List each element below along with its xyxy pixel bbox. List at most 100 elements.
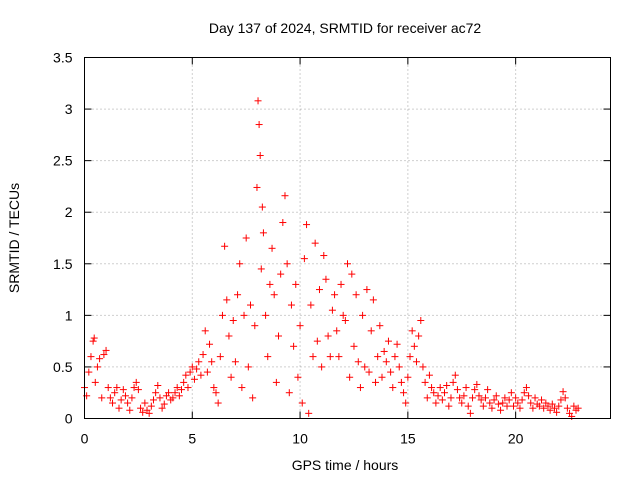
data-point [236,260,244,268]
data-point [432,399,440,407]
data-point [544,402,552,410]
data-point [90,334,98,342]
data-point [546,406,554,414]
data-point [313,337,321,345]
data-point [559,388,567,396]
data-point [126,406,134,414]
data-point [115,404,123,412]
data-point [505,396,513,404]
y-tick-label: 1 [65,307,73,323]
data-point [328,306,336,314]
data-point [557,396,565,404]
data-point [98,394,106,402]
data-point [290,342,298,350]
data-point [315,286,323,294]
data-point [186,368,194,376]
data-point [124,399,132,407]
x-tick-label: 10 [292,431,308,447]
data-point [238,384,246,392]
grid-lines [84,57,611,419]
data-point [216,353,224,361]
y-tick-label: 3.5 [53,50,73,66]
x-tick-label: 5 [188,431,196,447]
data-point [494,400,502,408]
data-point [296,322,304,330]
data-point [518,396,526,404]
data-point [333,327,341,335]
data-point [199,351,207,359]
data-point [214,399,222,407]
data-point [171,389,179,397]
data-point [259,229,267,237]
data-point [456,394,464,402]
y-axis-label: SRMTID / TECUs [6,183,22,293]
data-point [298,399,306,407]
data-point [520,389,528,397]
data-point [104,384,112,392]
data-point [249,394,257,402]
data-point [354,358,362,366]
data-point [251,322,259,330]
data-point [441,389,449,397]
data-point [156,394,164,402]
data-point [512,394,520,402]
data-point [486,399,494,407]
data-point [522,384,530,392]
data-point [443,381,451,389]
data-point [137,404,145,412]
data-point [322,275,330,283]
data-point [516,404,524,412]
data-point [89,337,97,345]
data-point [139,408,147,416]
data-point [201,327,209,335]
data-point [169,394,177,402]
data-point [160,400,168,408]
data-point [195,358,203,366]
data-point [391,353,399,361]
data-point [264,353,272,361]
data-point [473,380,481,388]
data-point [553,408,561,416]
data-point [382,358,390,366]
data-point [208,358,216,366]
data-point [529,404,537,412]
data-point [197,371,205,379]
data-point [453,386,461,394]
data-point [359,311,367,319]
data-point [218,311,226,319]
data-point [462,384,470,392]
data-point [395,363,403,371]
data-point [128,394,136,402]
data-point [173,384,181,392]
data-point [152,389,160,397]
data-point [85,368,93,376]
data-point [525,392,533,400]
data-point [561,394,569,402]
data-point [430,389,438,397]
data-point [303,221,311,229]
data-point [464,402,472,410]
data-point [417,317,425,325]
y-tick-label: 2.5 [53,153,73,169]
x-axis-label: GPS time / hours [292,457,399,473]
data-point [285,389,293,397]
data-point [337,280,345,288]
data-point [481,394,489,402]
data-point [268,244,276,252]
data-point [387,368,395,376]
data-point [369,296,377,304]
plot-frame [84,57,611,419]
data-point [469,394,477,402]
data-point [275,332,283,340]
data-point [111,389,119,397]
data-point [324,332,332,340]
data-point [231,358,239,366]
data-point [419,363,427,371]
data-point [266,280,274,288]
data-point [178,386,186,394]
data-point [309,353,317,361]
data-point [346,373,354,381]
data-point [225,332,233,340]
data-point [501,394,509,402]
data-point [402,399,410,407]
